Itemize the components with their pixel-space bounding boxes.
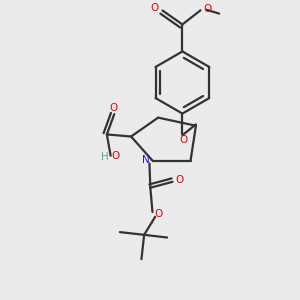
Text: O: O [151, 3, 159, 13]
Text: O: O [179, 135, 187, 145]
Text: O: O [175, 175, 183, 185]
Text: N: N [142, 155, 150, 165]
Text: O: O [203, 4, 212, 14]
Text: O: O [155, 208, 163, 219]
Text: O: O [109, 103, 117, 113]
Text: O: O [111, 151, 120, 161]
Text: H: H [101, 152, 109, 161]
